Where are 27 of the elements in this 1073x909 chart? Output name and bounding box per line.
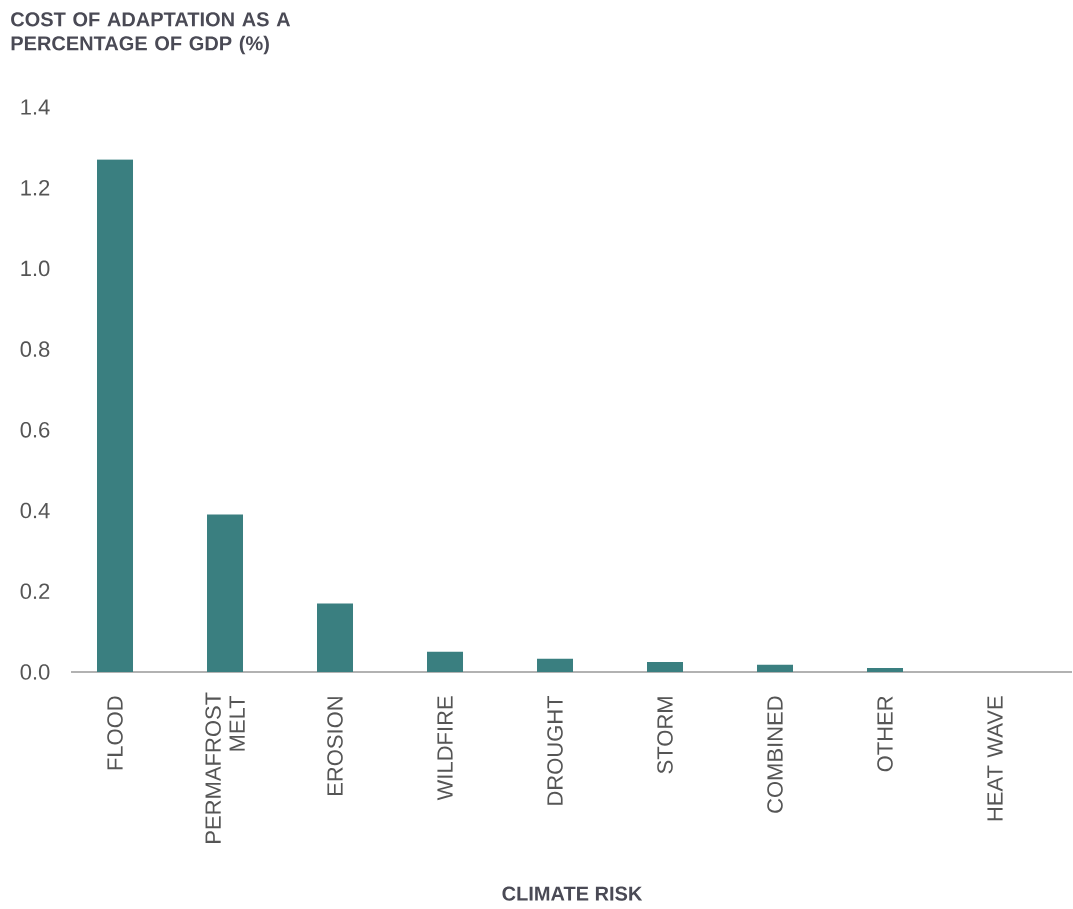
bar: [867, 667, 904, 672]
x-tick-label: STORM: [657, 697, 673, 774]
y-tick-label: 0.0: [20, 664, 50, 680]
y-tick-label: 0.8: [20, 341, 50, 357]
x-tick-label: COMBINED: [767, 696, 783, 813]
x-tick-label: DROUGHT: [547, 695, 563, 805]
x-tick-label: FLOOD: [107, 696, 123, 770]
y-tick-label: 1.2: [21, 180, 50, 196]
bar: [537, 658, 574, 672]
bar: [207, 514, 244, 672]
y-tick-label: 0.2: [20, 583, 50, 600]
x-tick-label: HEAT WAVE: [987, 696, 1003, 821]
x-tick-label: EROSION: [327, 697, 343, 796]
x-tick-label: OTHER: [877, 696, 893, 772]
y-tick-label: 1.0: [21, 260, 50, 277]
y-tick-label: 0.4: [20, 502, 50, 519]
x-tick-label: WILDFIRE: [437, 696, 453, 801]
bar: [97, 159, 134, 672]
y-tick-label: 0.6: [20, 422, 50, 438]
y-tick-label: 1.4: [21, 99, 50, 115]
x-axis-title: CLIMATE RISK: [502, 886, 643, 901]
bar: [647, 661, 684, 672]
x-tick-label: PERMAFROST MELT: [205, 692, 245, 843]
bar: [427, 651, 464, 672]
bar: [317, 603, 354, 672]
bar: [757, 664, 793, 672]
y-axis-title: COST OF ADAPTATION AS A PERCENTAGE OF GDP (%): [11, 12, 291, 55]
